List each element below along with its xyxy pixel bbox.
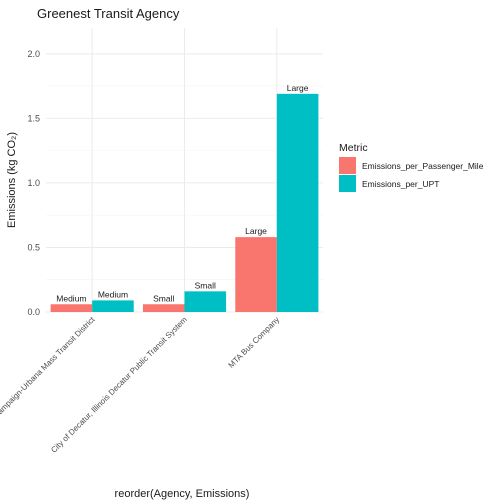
legend-swatch-upt: [339, 175, 356, 192]
bar-data-label: Small: [153, 293, 174, 303]
bar-labels: Medium Small Large Medium Small Large: [56, 83, 308, 303]
bar-upt: [92, 300, 134, 312]
bar-passenger-mile: [142, 304, 185, 312]
x-tick-label: Champaign-Urbana Mass Transit District: [0, 315, 97, 424]
bar-data-label: Large: [245, 226, 267, 236]
bar-data-label: Small: [195, 280, 216, 290]
x-tick-label: MTA Bus Company: [227, 315, 282, 370]
y-axis-title: Emissions (kg CO₂): [6, 132, 18, 228]
legend-label-passenger-mile: Emissions_per_Passenger_Mile: [362, 161, 484, 171]
bar-upt: [276, 93, 319, 312]
legend-label-upt: Emissions_per_UPT: [362, 179, 439, 189]
y-tick-label: 1.0: [27, 178, 40, 188]
legend-title: Metric: [339, 142, 368, 154]
y-tick-label: 1.5: [27, 113, 40, 123]
legend-swatch-passenger-mile: [339, 157, 356, 174]
y-tick-label: 2.0: [27, 49, 40, 59]
bars: [50, 93, 319, 312]
bar-passenger-mile: [50, 304, 93, 312]
bar-data-label: Medium: [56, 293, 86, 303]
legend: Metric Emissions_per_Passenger_Mile Emis…: [339, 142, 484, 192]
x-axis-title: reorder(Agency, Emissions): [115, 488, 250, 500]
y-tick-label: 0.5: [27, 242, 40, 252]
y-tick-label: 0.0: [27, 307, 40, 317]
bar-passenger-mile: [235, 237, 277, 312]
chart-title: Greenest Transit Agency: [37, 6, 180, 21]
bar-upt: [184, 291, 227, 312]
bar-data-label: Medium: [98, 289, 128, 299]
bar-data-label: Large: [287, 83, 309, 93]
